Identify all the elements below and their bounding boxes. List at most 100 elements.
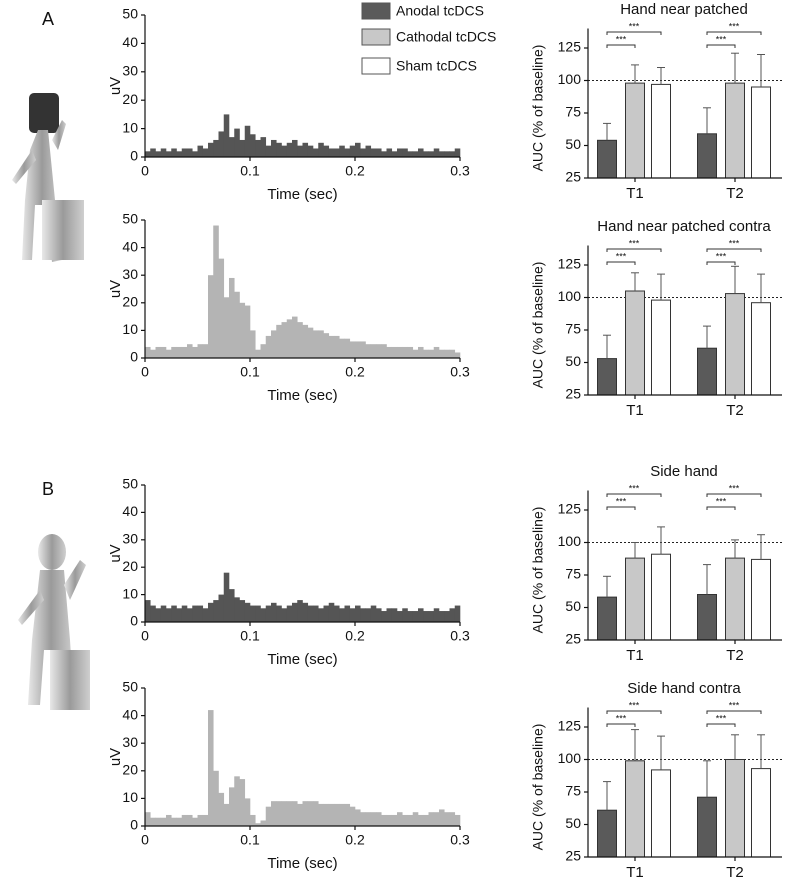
histogram-bar [318, 330, 324, 358]
histogram-bar [344, 605, 351, 622]
x-axis-label: Time (sec) [267, 387, 337, 404]
histogram-bar [244, 602, 251, 622]
histogram-bar [423, 814, 429, 826]
histogram-bar [145, 600, 151, 622]
histogram-bar [397, 812, 403, 826]
histogram-bar [234, 291, 240, 358]
histogram-bar [250, 605, 256, 622]
panel-label: B [42, 479, 54, 499]
histogram-bar [360, 812, 366, 826]
histogram-bar [145, 812, 151, 826]
y-tick-label: 40 [122, 34, 138, 50]
y-tick-label: 30 [122, 266, 138, 282]
y-tick-label: 25 [565, 169, 581, 185]
x-tick-label: T1 [626, 864, 644, 880]
histogram-bar [223, 803, 230, 826]
histogram-bar [292, 602, 298, 622]
histogram-bar [271, 602, 277, 622]
histogram-bar [433, 608, 440, 622]
histogram-bar [381, 611, 387, 622]
histogram-bar [250, 134, 256, 157]
significance-label: *** [716, 496, 727, 506]
histogram-bar [439, 349, 445, 358]
x-axis-label: Time (sec) [267, 186, 337, 203]
y-tick-label: 50 [565, 815, 581, 831]
legend-label: Anodal tcDCS [396, 3, 484, 19]
y-tick-label: 40 [122, 238, 138, 254]
significance-label: *** [716, 251, 727, 261]
y-tick-label: 40 [122, 706, 138, 722]
histogram-bar [328, 335, 335, 358]
significance-label: *** [616, 713, 627, 723]
histogram-bar [181, 148, 188, 157]
histogram-bar [218, 258, 225, 358]
histogram-bar [402, 814, 408, 826]
histogram-bar [365, 608, 372, 622]
bar [725, 82, 745, 179]
x-tick-label: 0.1 [240, 628, 260, 644]
histogram-bar [355, 142, 361, 157]
x-tick-label: T1 [626, 647, 644, 664]
histogram-bar [454, 814, 461, 826]
x-tick-label: 0.2 [345, 364, 365, 380]
histogram-bar [418, 608, 424, 622]
histogram-bar [223, 572, 230, 622]
histogram-bar [166, 608, 172, 622]
histogram-bar [344, 803, 351, 826]
histogram-bar [223, 297, 230, 358]
histogram-bar [418, 346, 424, 358]
histogram-bar [187, 148, 193, 157]
histogram-bar [218, 792, 225, 826]
histogram-bar [313, 605, 319, 622]
x-tick-label: 0.2 [345, 628, 365, 644]
histogram-bar [428, 151, 435, 157]
histogram-bar [213, 770, 219, 826]
histogram-bar [334, 803, 340, 826]
bar [751, 86, 771, 179]
histogram-bar [255, 349, 261, 358]
histogram-bar [155, 346, 162, 358]
histogram-bar [328, 602, 335, 622]
histogram-bar [386, 148, 393, 157]
x-tick-label: 0 [141, 628, 149, 644]
y-axis-label: uV [107, 77, 124, 95]
histogram-bar [255, 139, 261, 157]
histogram-bar [407, 151, 414, 157]
histogram-bar [171, 605, 177, 622]
significance-label: *** [729, 238, 740, 248]
histogram-bar [402, 608, 408, 622]
histogram-bar [260, 820, 267, 826]
bar [725, 293, 745, 396]
y-tick-label: 20 [122, 558, 138, 574]
bar [625, 290, 645, 396]
bar [697, 347, 717, 396]
histogram-bar [328, 803, 335, 826]
histogram-bar [423, 349, 429, 358]
histogram-bar [150, 605, 156, 622]
histogram-bar [213, 139, 219, 157]
y-tick-label: 75 [565, 566, 581, 582]
y-tick-label: 100 [558, 71, 582, 87]
y-axis-label: uV [107, 748, 124, 766]
histogram-bar [454, 605, 461, 622]
histogram-bar [307, 801, 314, 826]
histogram-bar [391, 346, 398, 358]
histogram-bar [276, 142, 282, 157]
histogram-bar [360, 148, 366, 157]
histogram-bar [334, 335, 340, 358]
histogram-bar [271, 139, 277, 157]
histogram-bar [376, 812, 382, 826]
histogram-bar [444, 812, 450, 826]
significance-label: *** [616, 251, 627, 261]
histogram-bar [171, 346, 177, 358]
significance-bracket [706, 493, 762, 497]
histogram-bar [218, 131, 225, 157]
y-tick-label: 0 [130, 817, 138, 833]
histogram-bar [307, 327, 314, 358]
y-tick-label: 25 [565, 386, 581, 402]
histogram-bar [454, 148, 461, 157]
x-axis-label: Time (sec) [267, 855, 337, 872]
histogram-bar [418, 814, 424, 826]
histogram-bar [208, 602, 214, 622]
significance-label: *** [629, 483, 640, 493]
